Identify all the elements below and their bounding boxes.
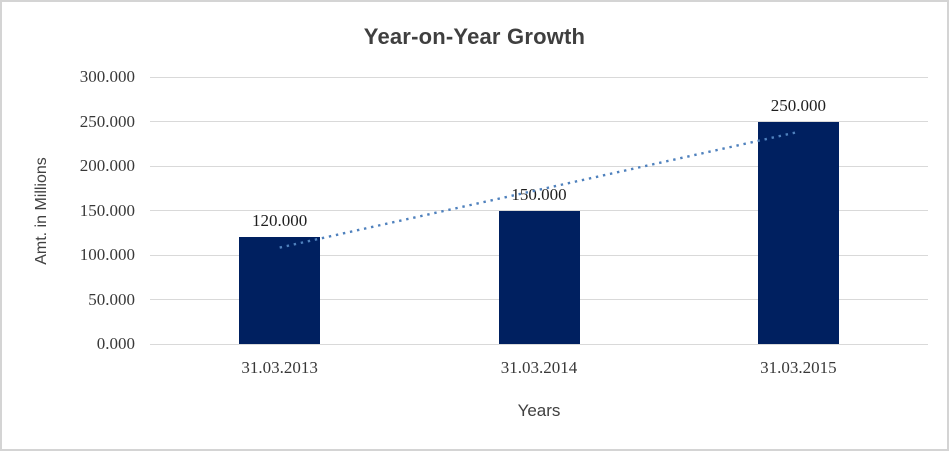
y-tick-label: 50.000 [88, 289, 135, 309]
bar-value-label: 150.000 [511, 184, 567, 204]
gridline [150, 165, 928, 167]
x-axis-title: Years [517, 401, 561, 420]
gridline [150, 76, 928, 78]
bar [239, 237, 321, 344]
gridline [150, 121, 928, 122]
bar-value-label: 120.000 [252, 211, 308, 231]
y-tick-label: 300.000 [79, 67, 135, 86]
chart-title: Year-on-Year Growth [363, 24, 586, 49]
y-tick-label: 150.000 [79, 200, 135, 220]
trendline [279, 130, 799, 249]
gridline [150, 343, 928, 345]
plot-area: 0.000 50.000 100.000 150.000 200.000 250.000 3… [80, 68, 928, 377]
x-tick-label: 31.03.2015 [760, 358, 837, 377]
y-tick-label: 250.000 [79, 111, 135, 131]
y-tick-label: 100.000 [79, 245, 135, 264]
bar [498, 210, 580, 344]
x-tick-label: 31.03.2014 [500, 358, 578, 377]
bar-value-label: 250.000 [770, 95, 826, 115]
y-tick-label: 200.000 [79, 156, 135, 175]
y-tick-label: 0.000 [96, 334, 135, 353]
x-tick-label: 31.03.2013 [241, 358, 318, 377]
bar [757, 121, 839, 344]
